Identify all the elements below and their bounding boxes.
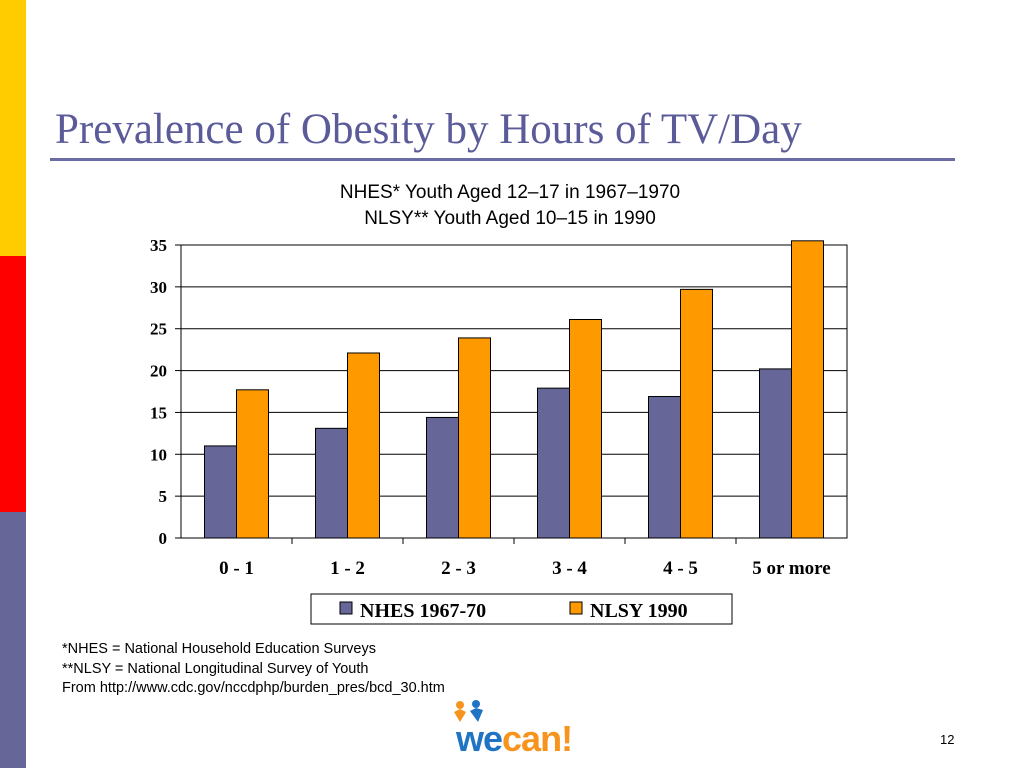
figures-icon: [454, 700, 483, 722]
x-tick-label: 2 - 3: [441, 558, 476, 579]
legend: [310, 593, 733, 625]
x-tick-label: 1 - 2: [330, 558, 365, 579]
bar-nhes: [315, 427, 348, 539]
y-tick-label: 35: [150, 236, 167, 255]
bar-chart: 0 5 10 15 20 25 30 35 0 - 1 1 - 2 2 - 3 3 - 4 4 - 5 5…: [150, 236, 848, 625]
plot-area: [180, 244, 848, 539]
footnote-nlsy: **NLSY = National Longitudinal Survey of…: [62, 660, 369, 677]
footnote-source: From http://www.cdc.gov/nccdphp/burden_p…: [62, 680, 445, 696]
we-can-logo: wecan!: [450, 700, 600, 762]
bar-nhes: [648, 396, 681, 539]
y-tick-label: 25: [150, 320, 167, 339]
bar-nhes: [426, 416, 459, 539]
bar-nhes: [204, 445, 237, 539]
x-tick-label: 3 - 4: [552, 558, 587, 579]
x-tick-label: 4 - 5: [663, 558, 698, 579]
bar-nlsy: [791, 240, 824, 539]
legend-swatch-nhes: [339, 601, 353, 615]
bar-nlsy: [458, 337, 491, 539]
side-accent-red: [0, 256, 26, 512]
bar-nhes: [759, 368, 792, 539]
side-accent-yellow: [0, 0, 26, 256]
logo-wordmark: wecan!: [456, 718, 573, 760]
bar-nlsy: [236, 389, 269, 539]
bar-nlsy: [680, 288, 713, 539]
page-number: 12: [940, 732, 955, 747]
x-tick-label: 0 - 1: [219, 558, 254, 579]
logo-can: can!: [502, 718, 573, 759]
y-tick-label: 10: [150, 445, 167, 464]
legend-label-nhes: NHES 1967-70: [360, 600, 486, 622]
bar-nhes: [537, 387, 570, 539]
bar-nlsy: [347, 352, 380, 539]
y-tick-label: 0: [159, 529, 168, 548]
footnotes: *NHES = National Household Education Sur…: [62, 640, 445, 699]
footnote-nhes: *NHES = National Household Education Sur…: [62, 641, 376, 657]
side-accent-purple: [0, 512, 26, 768]
x-tick-label: 5 or more: [752, 558, 830, 579]
y-tick-label: 30: [150, 278, 167, 297]
chart-title-line-2: NLSY** Youth Aged 10–15 in 1990: [364, 208, 656, 229]
title-underline: [50, 158, 955, 161]
logo-we: we: [456, 718, 503, 759]
bar-nlsy: [569, 319, 602, 539]
legend-swatch-nlsy: [569, 601, 583, 615]
slide-title: Prevalence of Obesity by Hours of TV/Day: [55, 106, 802, 153]
y-tick-label: 20: [150, 362, 167, 381]
chart-title-line-1: NHES* Youth Aged 12–17 in 1967–1970: [339, 182, 681, 203]
y-tick-label: 15: [150, 403, 167, 422]
y-tick-label: 5: [159, 487, 168, 506]
legend-label-nlsy: NLSY 1990: [590, 600, 688, 622]
